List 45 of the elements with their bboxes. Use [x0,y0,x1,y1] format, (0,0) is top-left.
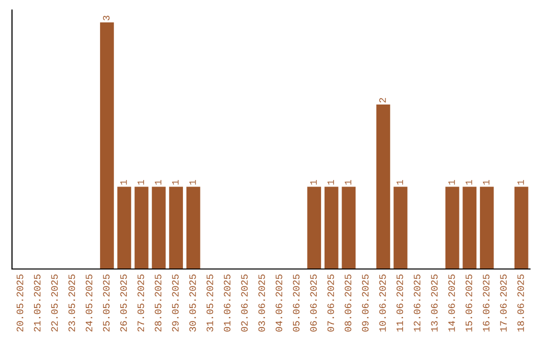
x-tick-label: 25.05.2025 [102,274,110,332]
x-tick-label: 20.05.2025 [16,274,24,332]
data-label: 3 [102,16,110,20]
x-tick-label: 05.06.2025 [292,274,300,332]
x-tick-label: 03.06.2025 [258,274,265,332]
data-label: 2 [379,98,386,102]
data-label: 1 [448,180,455,185]
x-tick-label: 15.06.2025 [466,274,472,332]
data-label: 1 [138,180,144,185]
x-tick-label: 31.05.2025 [206,274,214,332]
x-tick-label: 26.05.2025 [120,274,127,332]
x-tick-label: 07.06.2025 [327,274,334,332]
x-tick-label: 23.05.2025 [68,274,76,332]
data-label: 1 [172,180,179,185]
data-label: 1 [189,180,196,185]
x-tick-label: 22.05.2025 [51,274,58,332]
data-label: 1 [344,180,352,185]
x-tick-label: 27.05.2025 [138,274,144,332]
data-label: 1 [482,180,490,185]
x-tick-label: 11.06.2025 [396,274,404,332]
data-label: 1 [517,180,524,185]
x-tick-label: 21.05.2025 [34,274,41,332]
data-label: 1 [328,180,334,185]
x-tick-label: 28.05.2025 [154,274,162,332]
x-tick-label: 09.06.2025 [362,274,369,332]
x-tick-label: 02.06.2025 [241,274,248,332]
x-tick-label: 12.06.2025 [414,274,420,332]
data-label: 1 [466,180,472,185]
x-tick-label: 16.06.2025 [482,274,490,332]
x-tick-label: 24.05.2025 [86,274,92,332]
x-tick-label: 04.06.2025 [276,274,282,332]
x-tick-label: 30.05.2025 [189,274,196,332]
data-label: 1 [154,180,162,185]
x-tick-label: 01.06.2025 [224,274,230,332]
x-tick-label: 13.06.2025 [431,274,438,332]
x-tick-label: 14.06.2025 [448,274,455,332]
x-tick-label: 10.06.2025 [379,274,386,332]
x-tick-label: 08.06.2025 [344,274,352,332]
x-tick-label: 18.06.2025 [517,274,524,332]
data-label: 1 [120,180,127,185]
x-tick-label: 29.05.2025 [172,274,179,332]
data-label: 1 [310,180,317,185]
x-tick-label: 17.06.2025 [500,274,507,332]
data-label: 1 [396,180,404,185]
x-tick-label: 06.06.2025 [310,274,317,332]
